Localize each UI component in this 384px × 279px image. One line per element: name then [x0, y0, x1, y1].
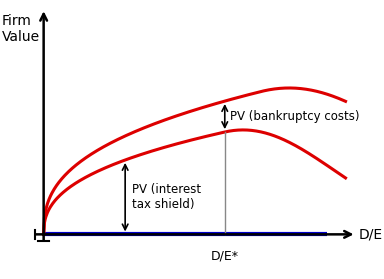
Text: D/E*: D/E* — [211, 250, 239, 263]
Text: D/E: D/E — [358, 228, 382, 242]
Text: PV (bankruptcy costs): PV (bankruptcy costs) — [230, 110, 360, 123]
Text: Firm
Value: Firm Value — [2, 14, 40, 44]
Text: PV (interest
tax shield): PV (interest tax shield) — [132, 183, 202, 211]
